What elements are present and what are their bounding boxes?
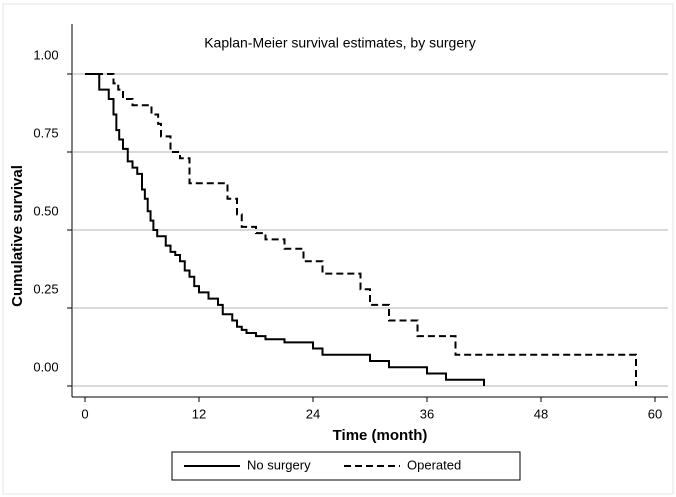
legend-label: No surgery [247, 457, 311, 472]
y-axis-label: Cumulative survival [9, 165, 26, 307]
x-axis-label: Time (month) [333, 427, 428, 444]
y-tick-label: 0.75 [33, 125, 58, 140]
x-tick-label: 60 [648, 406, 662, 421]
x-tick-label: 36 [420, 406, 434, 421]
survival-curve [85, 73, 485, 386]
x-tick-label: 24 [306, 406, 320, 421]
y-tick-label: 0.25 [33, 281, 58, 296]
chart-title: Kaplan-Meier survival estimates, by surg… [204, 35, 476, 51]
x-tick-label: 0 [81, 406, 88, 421]
y-tick-label: 1.00 [33, 47, 58, 62]
x-tick-label: 48 [534, 406, 548, 421]
x-tick-label: 12 [192, 406, 206, 421]
y-tick-label: 0.50 [33, 203, 58, 218]
frame [2, 3, 674, 495]
legend-label: Operated [407, 457, 461, 472]
survival-curve [85, 73, 637, 386]
y-tick-label: 0.00 [33, 359, 58, 374]
